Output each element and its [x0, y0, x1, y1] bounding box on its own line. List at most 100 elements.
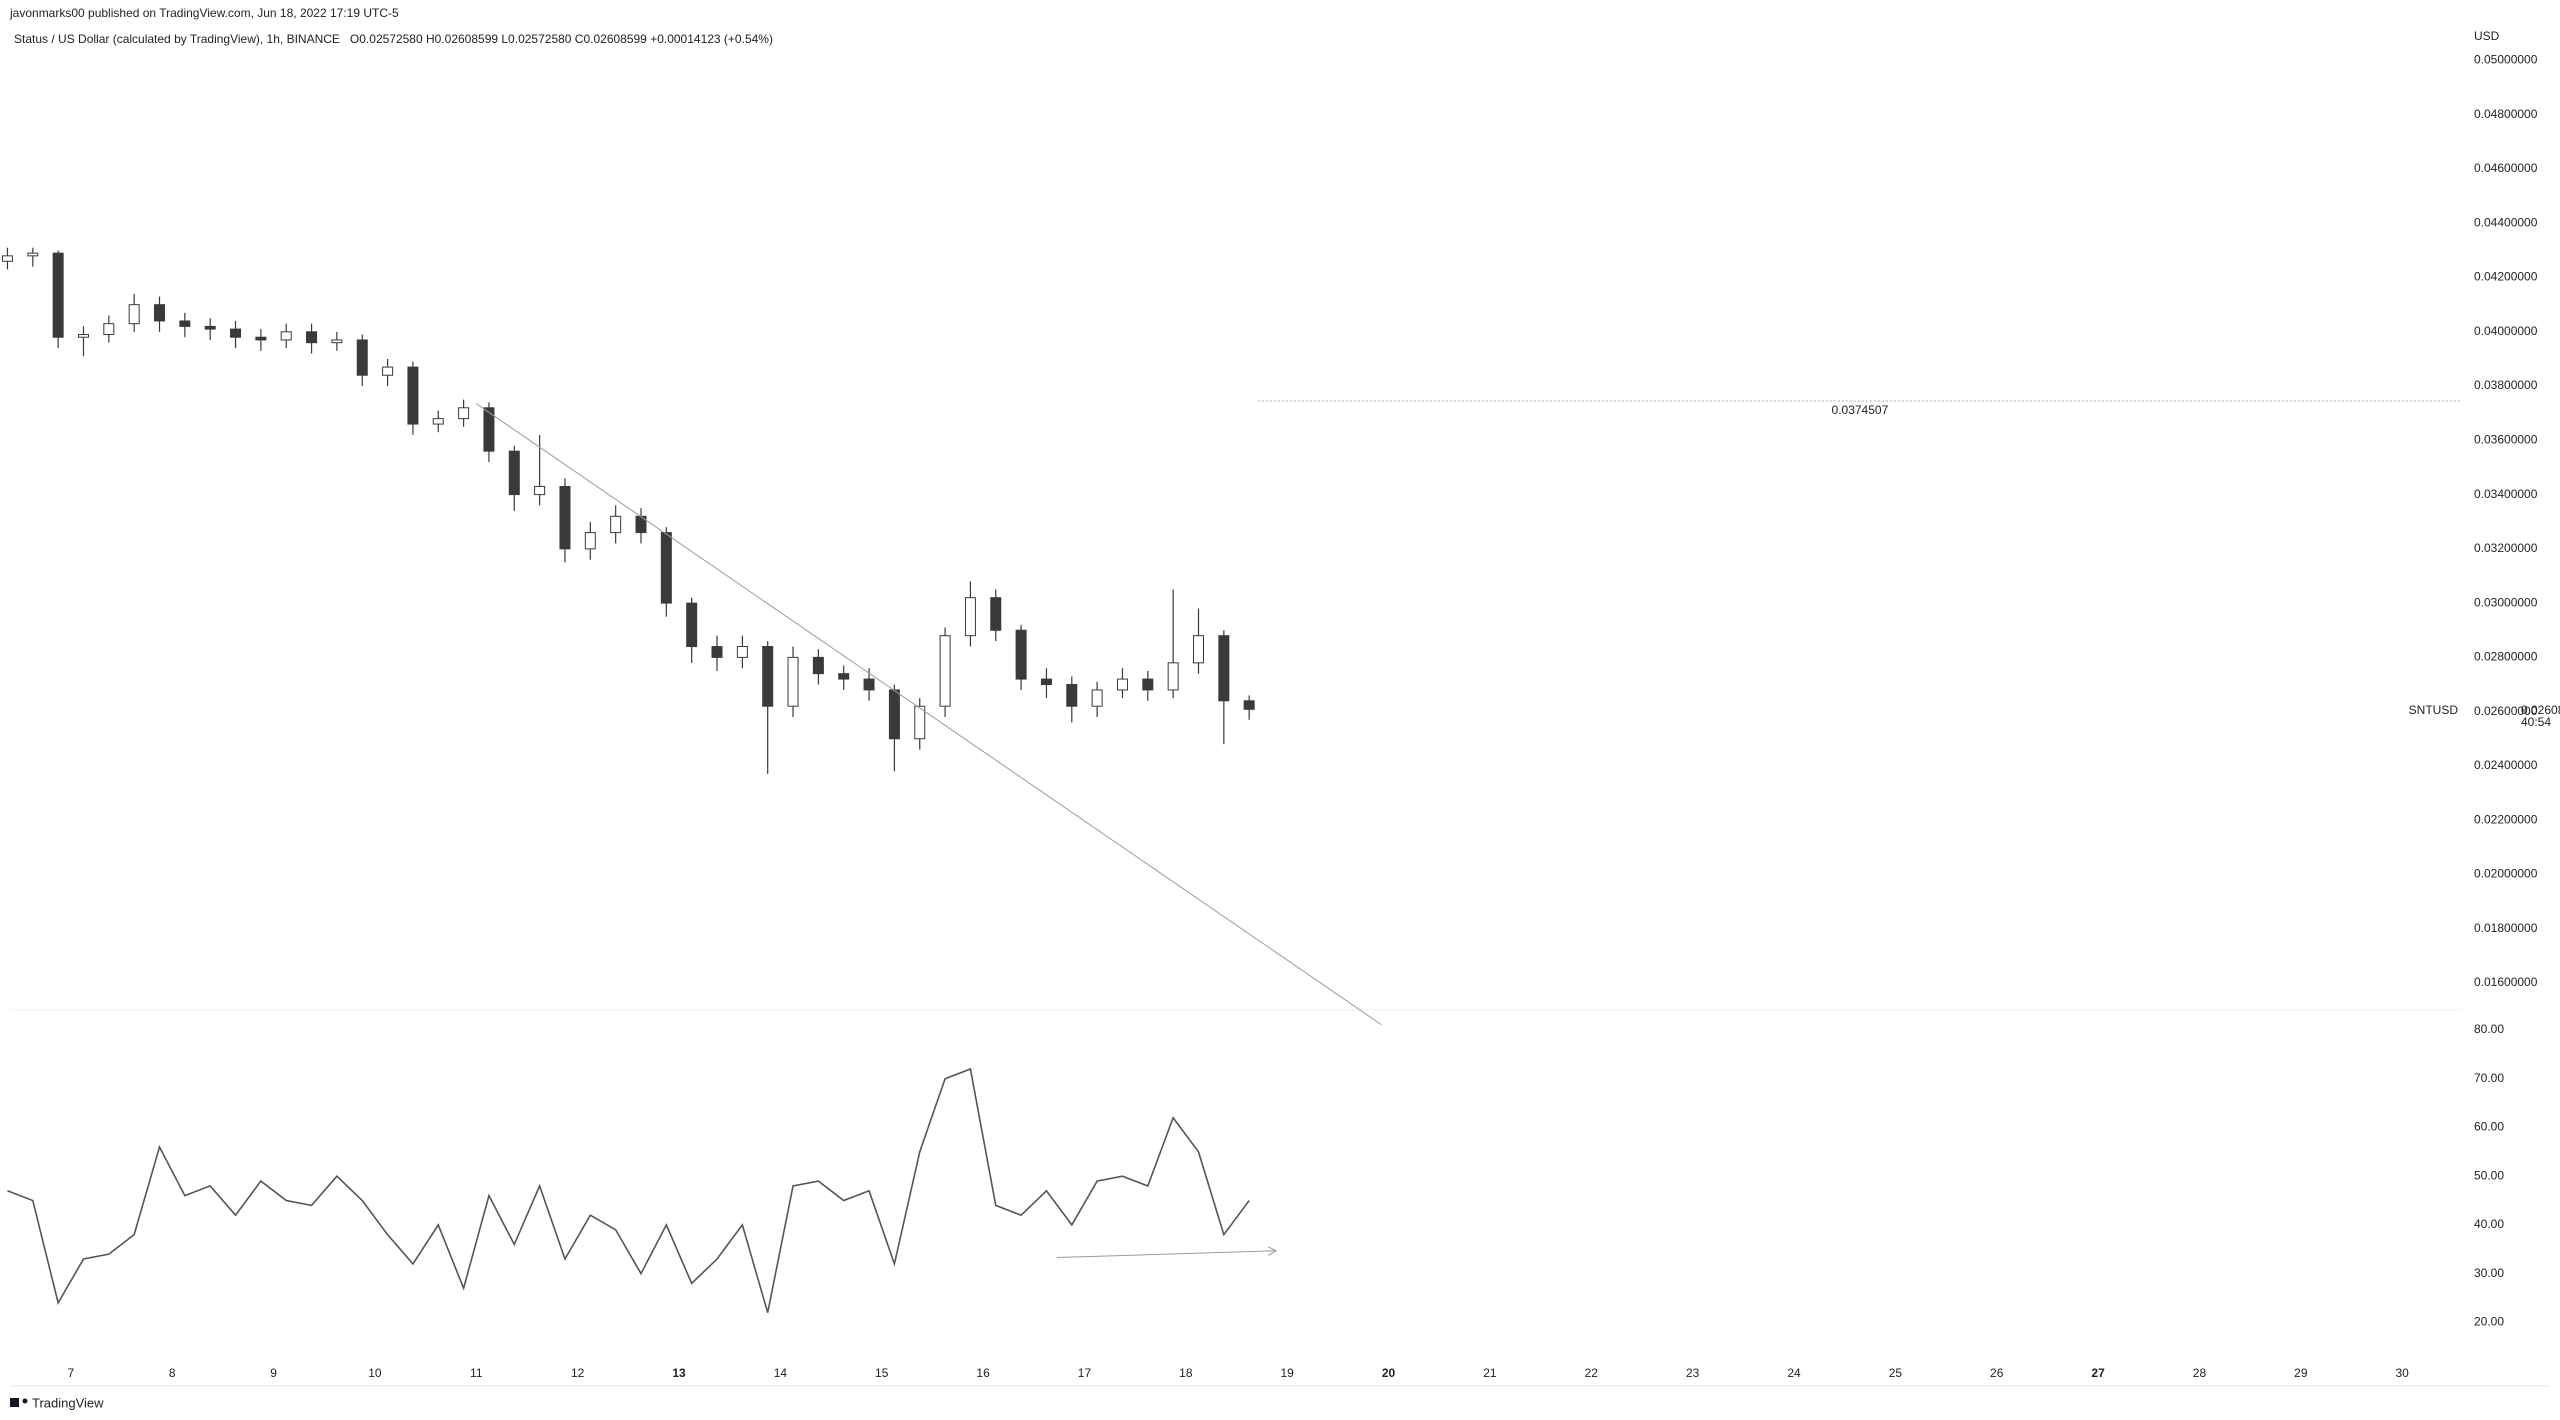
candle-body [1142, 678, 1154, 691]
trendline [475, 403, 1382, 1026]
candle-body [1116, 678, 1128, 691]
candle-body [179, 320, 191, 327]
candle-body [990, 597, 1002, 631]
symbol-info: Status / US Dollar (calculated by Tradin… [14, 32, 340, 46]
x-tick-label: 23 [1686, 1366, 1700, 1380]
candle-body [762, 646, 774, 707]
divergence-line [1057, 1250, 1277, 1259]
candle-body [534, 485, 546, 496]
rsi-line [7, 1067, 1250, 1313]
y-tick-label: 0.04600000 [2474, 161, 2538, 175]
x-tick-label: 20 [1382, 1366, 1396, 1380]
y-tick-label: 20.00 [2474, 1315, 2504, 1329]
candle-body [204, 325, 216, 330]
y-tick-label: 0.04400000 [2474, 215, 2538, 229]
x-tick-label: 14 [774, 1366, 788, 1380]
x-tick-label: 26 [1990, 1366, 2004, 1380]
logo: TradingView [10, 1395, 104, 1410]
candle-body [914, 705, 926, 740]
x-tick-label: 21 [1483, 1366, 1497, 1380]
candle-body [559, 485, 571, 550]
y-tick-label: 0.04800000 [2474, 107, 2538, 121]
x-tick-label: 27 [2091, 1366, 2105, 1380]
arrow-head [1267, 1246, 1278, 1256]
published-by: javonmarks00 published on TradingView.co… [9, 6, 399, 20]
y-tick-label: 60.00 [2474, 1120, 2504, 1134]
candle-body [255, 336, 267, 341]
y-tick-label: 0.02800000 [2474, 650, 2538, 664]
y-tick-label: 0.01800000 [2474, 921, 2538, 935]
candle-body [458, 407, 470, 420]
currency: USD [2474, 29, 2500, 43]
footer-brand: TradingView [32, 1395, 104, 1410]
x-tick-label: 24 [1787, 1366, 1801, 1380]
y-tick-label: 0.03200000 [2474, 541, 2538, 555]
candle-body [939, 635, 951, 707]
candle-body [52, 252, 64, 338]
y-tick-label: 0.02600000 [2474, 704, 2538, 718]
candle-body [838, 673, 850, 680]
candle-body [1, 255, 13, 262]
logo-mark [10, 1398, 19, 1407]
candle-body [1066, 684, 1078, 707]
x-tick-label: 15 [875, 1366, 889, 1380]
candle-body [787, 656, 799, 707]
y-tick-label: 0.03600000 [2474, 433, 2538, 447]
candle-body [128, 304, 140, 325]
x-tick-label: 29 [2294, 1366, 2308, 1380]
x-tick-label: 17 [1078, 1366, 1092, 1380]
candle-body [1243, 700, 1255, 710]
candle-body [812, 656, 824, 675]
x-tick-label: 28 [2193, 1366, 2207, 1380]
candle-body [1015, 629, 1027, 680]
x-tick-label: 16 [976, 1366, 990, 1380]
ticker: SNTUSD [2409, 703, 2459, 717]
x-tick-label: 13 [672, 1366, 686, 1380]
candle-body [1091, 689, 1103, 707]
candle-body [1040, 678, 1052, 686]
x-tick-label: 11 [470, 1366, 483, 1380]
candle-body [686, 602, 698, 648]
y-tick-label: 0.03800000 [2474, 378, 2538, 392]
y-tick-label: 80.00 [2474, 1022, 2504, 1036]
candle-body [610, 515, 622, 534]
candle-body [103, 323, 115, 336]
candle-body [77, 334, 89, 338]
x-tick-label: 9 [270, 1366, 277, 1380]
candle-body [432, 418, 444, 425]
candle-body [711, 646, 723, 658]
y-tick-label: 70.00 [2474, 1071, 2504, 1085]
ohlc-legend: O0.02572580 H0.02608599 L0.02572580 C0.0… [350, 32, 773, 46]
y-tick-label: 50.00 [2474, 1168, 2504, 1182]
y-tick-label: 40.00 [2474, 1217, 2504, 1231]
candle-body [154, 304, 166, 322]
candle-body [382, 366, 394, 376]
y-tick-label: 0.03400000 [2474, 487, 2538, 501]
candle-body [1167, 662, 1179, 691]
y-tick-label: 0.03000000 [2474, 595, 2538, 609]
candle-body [863, 678, 875, 691]
candle-body [888, 689, 900, 740]
x-tick-label: 7 [67, 1366, 74, 1380]
horizontal-line-label: 0.0374507 [1832, 403, 1889, 417]
y-tick-label: 0.02200000 [2474, 812, 2538, 826]
candle-body [736, 646, 748, 658]
candle-body [331, 339, 343, 344]
x-tick-label: 19 [1281, 1366, 1295, 1380]
candle-body [356, 339, 368, 376]
candle-body [280, 331, 292, 341]
candle-body [660, 532, 672, 604]
candle-body [964, 597, 976, 637]
x-tick-label: 22 [1585, 1366, 1599, 1380]
candle-body [584, 532, 596, 550]
x-tick-label: 25 [1889, 1366, 1903, 1380]
y-tick-label: 0.02000000 [2474, 867, 2538, 881]
candle-body [508, 450, 520, 496]
x-tick-label: 30 [2396, 1366, 2410, 1380]
candle-body [1192, 635, 1204, 664]
candle-body [1218, 635, 1230, 702]
y-tick-label: 0.02400000 [2474, 758, 2538, 772]
